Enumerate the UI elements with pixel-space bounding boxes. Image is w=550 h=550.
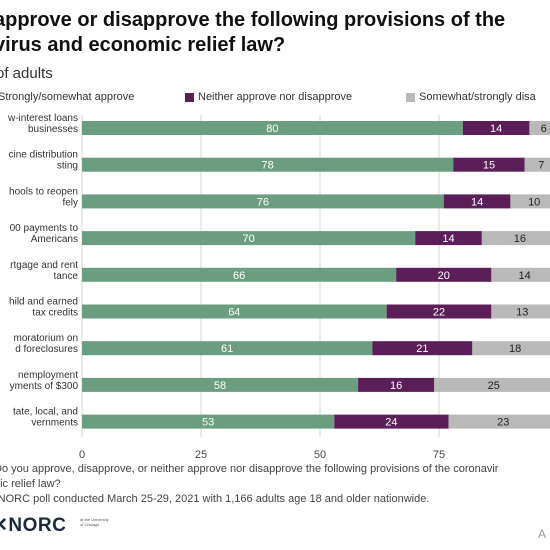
title-line-2: virus and economic relief law?: [0, 34, 286, 56]
note-source: -NORC poll conducted March 25-29, 2021 w…: [0, 493, 430, 505]
data-label: 66: [233, 270, 245, 282]
credit-mark: A: [538, 527, 547, 541]
bar-segment: [472, 341, 550, 356]
bar-segment: [358, 377, 435, 392]
chart-subtitle: of adults: [0, 65, 53, 82]
note-question: Do you approve, disapprove, or neither a…: [0, 463, 499, 475]
note-question-cont: nic relief law?: [0, 478, 61, 490]
data-label: 61: [221, 343, 233, 355]
data-label: 18: [509, 343, 521, 355]
data-label: 14: [471, 196, 483, 208]
legend-label-approve: Strongly/somewhat approve: [0, 91, 135, 103]
legend-label-disapprove: Somewhat/strongly disa: [419, 91, 536, 103]
norc-logo: ✕NORC: [0, 515, 67, 536]
data-label: 20: [438, 270, 450, 282]
bar-segment: [82, 231, 416, 246]
x-tick-label: 25: [195, 449, 207, 460]
category-label: tate, local, and: [13, 407, 78, 418]
legend: Strongly/somewhat approve Neither approv…: [0, 91, 550, 107]
legend-label-neither: Neither approve nor disapprove: [198, 91, 353, 103]
data-label: 23: [497, 417, 509, 429]
data-label: 10: [528, 196, 540, 208]
data-label: 15: [483, 160, 495, 172]
data-label: 58: [214, 380, 226, 392]
category-label: Americans: [31, 234, 78, 245]
bar-segment: [82, 121, 463, 135]
data-label: 16: [514, 233, 526, 245]
bar-segment: [396, 267, 492, 282]
bar-segment: [434, 377, 550, 392]
category-label: sting: [57, 161, 78, 172]
category-label: d foreclosures: [15, 344, 78, 355]
data-label: 14: [442, 233, 454, 245]
legend-item-neither: Neither approve nor disapprove: [185, 91, 352, 103]
bar-segment: [491, 304, 550, 319]
legend-swatch-neither: [185, 92, 194, 102]
data-label: 76: [257, 196, 269, 208]
data-label: 25: [488, 380, 500, 392]
category-label: moratorium on: [14, 333, 78, 344]
legend-item-approve: Strongly/somewhat approve: [0, 91, 134, 103]
data-label: 80: [266, 123, 278, 135]
bar-segment: [481, 231, 550, 246]
data-label: 64: [228, 307, 240, 319]
category-label: businesses: [28, 124, 78, 135]
category-label: 00 payments to: [10, 223, 79, 234]
category-label: w-interest loans: [7, 113, 78, 124]
bar-segment: [82, 377, 359, 392]
category-label: tax credits: [32, 308, 78, 319]
legend-swatch-disapprove: [406, 92, 415, 102]
legend-item-disapprove: Somewhat/strongly disa: [406, 91, 536, 103]
category-label: vernments: [31, 418, 78, 429]
bar-segment: [491, 267, 550, 282]
data-label: 24: [385, 417, 397, 429]
bar-segment: [372, 341, 473, 356]
title-line-1: approve or disapprove the following prov…: [0, 9, 506, 31]
bar-segment: [82, 157, 454, 172]
bar-segment: [453, 157, 525, 172]
bar-segment: [415, 231, 482, 246]
data-label: 21: [416, 343, 428, 355]
data-label: 70: [242, 233, 254, 245]
bar-segment: [82, 304, 387, 319]
bar-segment: [524, 157, 550, 172]
x-tick-label: 75: [433, 449, 445, 460]
data-label: 6: [541, 123, 547, 135]
bar-segment: [82, 414, 335, 429]
bar-segment: [82, 267, 397, 282]
data-label: 13: [516, 307, 528, 319]
category-label: hools to reopen: [9, 186, 78, 197]
bar-segment: [334, 414, 449, 429]
chart-title: approve or disapprove the following prov…: [0, 8, 550, 58]
bar-segment: [386, 304, 492, 319]
data-label: 16: [390, 380, 402, 392]
category-label: tance: [54, 271, 79, 282]
bar-segment: [529, 121, 550, 135]
x-tick-label: 50: [314, 449, 326, 460]
category-label: yments of $300: [10, 381, 79, 392]
data-label: 7: [538, 160, 544, 172]
data-label: 14: [490, 123, 502, 135]
notes: Do you approve, disapprove, or neither a…: [0, 462, 550, 507]
category-label: rtgage and rent: [10, 260, 78, 271]
category-label: fely: [62, 197, 78, 208]
category-label: nemployment: [18, 370, 78, 381]
bar-segment: [510, 194, 550, 209]
data-label: 22: [433, 307, 445, 319]
category-label: hild and earned: [9, 297, 78, 308]
category-label: cine distribution: [9, 150, 78, 161]
x-tick-label: 0: [79, 449, 85, 460]
data-label: 53: [202, 417, 214, 429]
data-label: 78: [262, 160, 274, 172]
bar-segment: [462, 121, 530, 135]
data-label: 14: [519, 270, 531, 282]
bar-segment: [82, 341, 373, 356]
bar-segment: [443, 194, 511, 209]
bar-segment: [448, 414, 550, 429]
bar-segment: [82, 194, 444, 209]
norc-logo-subtext: at the University of Chicago: [80, 517, 109, 527]
